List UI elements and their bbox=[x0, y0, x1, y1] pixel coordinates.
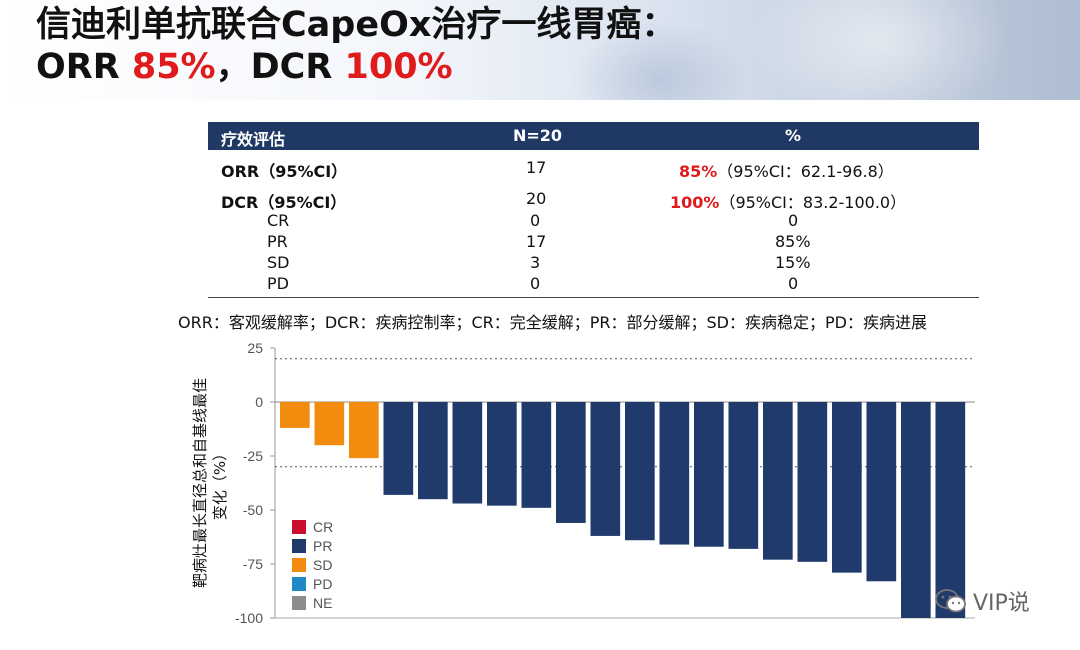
bar bbox=[280, 402, 310, 428]
table-row-label: CR bbox=[267, 211, 290, 230]
legend-swatch bbox=[292, 558, 306, 572]
table-row-pct: 85%（95%CI：62.1-96.8） bbox=[679, 158, 894, 182]
bar bbox=[935, 402, 966, 618]
watermark-text: VIP说 bbox=[973, 591, 1030, 616]
legend-swatch bbox=[292, 520, 306, 534]
dcr-value: 100% bbox=[344, 47, 453, 87]
header-banner: 信迪利单抗联合CapeOx治疗一线胃癌： ORR 85%，DCR 100% bbox=[0, 0, 1080, 100]
bar bbox=[763, 402, 793, 560]
y-tick-label: -25 bbox=[243, 448, 263, 464]
y-tick-label: 25 bbox=[247, 340, 263, 356]
orr-value: 85% bbox=[131, 47, 216, 87]
table-row-n: 17 bbox=[526, 158, 547, 177]
legend-label: PD bbox=[313, 576, 332, 592]
table-row-label: PD bbox=[267, 274, 289, 293]
dcr-pct: 100% bbox=[670, 193, 720, 212]
bar bbox=[314, 402, 345, 446]
y-tick-label: -100 bbox=[235, 610, 263, 626]
bar bbox=[659, 402, 690, 545]
orr-pct: 85% bbox=[679, 162, 718, 181]
y-tick-label: 0 bbox=[255, 394, 263, 410]
bar bbox=[728, 402, 759, 549]
column-header: % bbox=[785, 126, 802, 145]
bar bbox=[797, 402, 828, 562]
table-row-n: 3 bbox=[530, 253, 541, 272]
y-axis-label: 变化（%） bbox=[211, 446, 229, 520]
bar bbox=[349, 402, 379, 459]
page-title: 信迪利单抗联合CapeOx治疗一线胃癌： bbox=[36, 5, 677, 45]
table-row-label: ORR（95%CI） bbox=[221, 162, 348, 181]
bar bbox=[521, 402, 552, 508]
watermark: VIP说 bbox=[935, 585, 1030, 617]
wechat-icon bbox=[935, 589, 966, 613]
table-row-label: PR bbox=[267, 232, 288, 251]
bar bbox=[901, 402, 931, 618]
table-row-n: 20 bbox=[526, 189, 547, 208]
legend-label: PR bbox=[313, 538, 332, 554]
table-bottom-border bbox=[208, 297, 979, 298]
bar bbox=[866, 402, 897, 582]
table-row-pct: 100%（95%CI：83.2-100.0） bbox=[670, 189, 906, 213]
legend-label: CR bbox=[313, 519, 333, 535]
column-header: N=20 bbox=[513, 126, 563, 145]
dcr-label: ，DCR bbox=[215, 47, 345, 87]
legend-swatch bbox=[292, 596, 306, 610]
table-row-n: 0 bbox=[530, 274, 541, 293]
bar bbox=[452, 402, 483, 504]
y-tick-label: -75 bbox=[243, 556, 263, 572]
efficacy-table: 疗效评估 N=20 % bbox=[208, 122, 979, 150]
header-decoration bbox=[750, 0, 1010, 100]
bar bbox=[418, 402, 448, 500]
table-row-label: DCR（95%CI） bbox=[221, 193, 347, 212]
waterfall-chart: 25 0 -25 -50 -75 -100 CR PR SD PD NE 靶病灶最长直径总和自基线最佳… bbox=[191, 340, 975, 626]
legend-swatch bbox=[292, 539, 306, 553]
table-row-n: 17 bbox=[526, 232, 547, 251]
abbreviation-note: ORR：客观缓解率；DCR：疾病控制率；CR：完全缓解；PR：部分缓解；SD：疾… bbox=[178, 313, 927, 332]
legend-label: NE bbox=[313, 595, 332, 611]
bar bbox=[832, 402, 862, 573]
legend-swatch bbox=[292, 577, 306, 591]
y-tick-label: -50 bbox=[243, 502, 263, 518]
table-row-pct: 15% bbox=[775, 253, 811, 272]
legend-label: SD bbox=[313, 557, 332, 573]
bar bbox=[556, 402, 586, 523]
bar bbox=[694, 402, 724, 547]
table-row-n: 0 bbox=[530, 211, 541, 230]
table-header: 疗效评估 N=20 % bbox=[208, 122, 979, 150]
bar bbox=[383, 402, 414, 495]
y-axis-label: 靶病灶最长直径总和自基线最佳 bbox=[191, 378, 209, 588]
bar bbox=[625, 402, 655, 541]
table-row-pct: 85% bbox=[775, 232, 811, 251]
table-row-pct: 0 bbox=[788, 274, 799, 293]
orr-ci: （95%CI：62.1-96.8） bbox=[717, 162, 894, 181]
bar bbox=[487, 402, 517, 506]
table-row-label: SD bbox=[267, 253, 290, 272]
page-subtitle: ORR 85%，DCR 100% bbox=[36, 46, 453, 88]
table-row-pct: 0 bbox=[788, 211, 799, 230]
column-header: 疗效评估 bbox=[221, 130, 286, 149]
dcr-ci: （95%CI：83.2-100.0） bbox=[719, 193, 907, 212]
orr-label: ORR bbox=[36, 47, 132, 87]
bar bbox=[590, 402, 621, 536]
